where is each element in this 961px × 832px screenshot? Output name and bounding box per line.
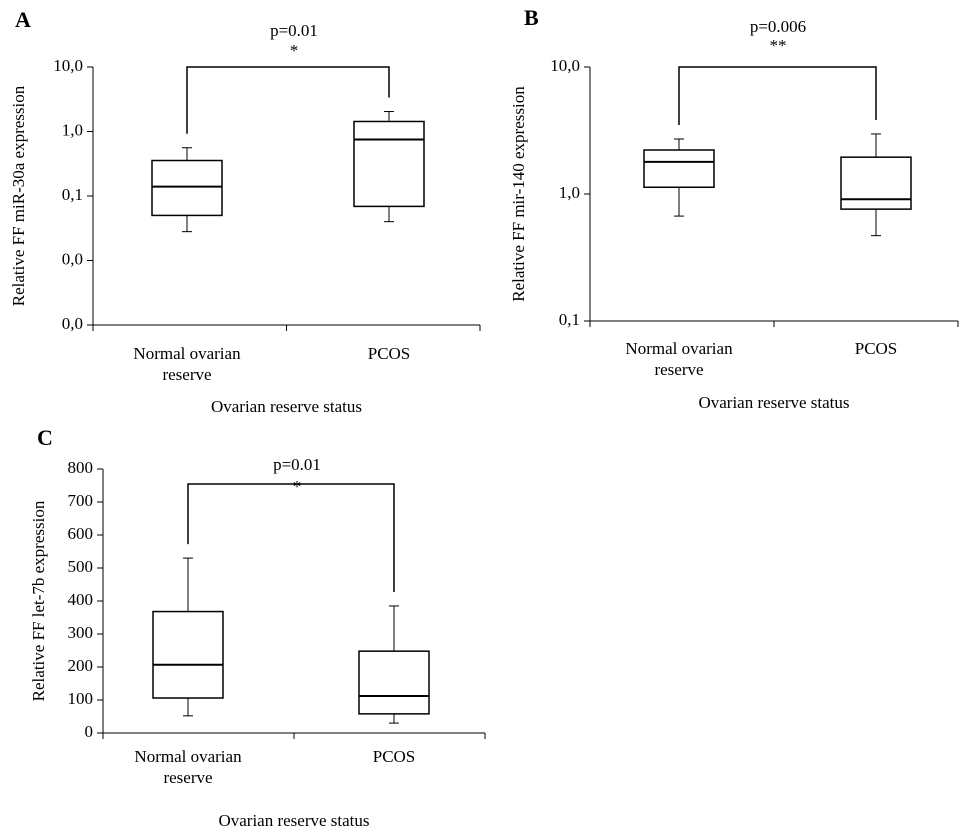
significance: * bbox=[290, 41, 299, 60]
x-axis-label: Ovarian reserve status bbox=[698, 393, 849, 412]
y-tick-label: 600 bbox=[68, 524, 94, 543]
panel-label: C bbox=[37, 425, 53, 450]
y-tick-label: 10,0 bbox=[53, 56, 83, 75]
y-tick-label: 400 bbox=[68, 590, 94, 609]
box bbox=[643, 149, 715, 189]
x-tick-label: PCOS bbox=[367, 344, 411, 363]
y-axis-label: Relative FF mir-140 expression bbox=[509, 86, 528, 302]
y-tick-label: 700 bbox=[68, 491, 94, 510]
significance: * bbox=[293, 477, 302, 496]
box bbox=[151, 159, 223, 217]
y-tick-label: 0,0 bbox=[62, 249, 83, 268]
x-tick-label-box: PCOS bbox=[372, 747, 416, 766]
y-tick-label: 1,0 bbox=[559, 183, 580, 202]
x-tick-label: Normal ovarian reserve bbox=[133, 344, 241, 384]
x-tick-label: Normal ovarian reserve bbox=[625, 339, 733, 379]
significance-bracket bbox=[187, 483, 395, 592]
y-tick-label: 10,0 bbox=[550, 56, 580, 75]
x-tick-label-box: Normal ovarian reserve bbox=[133, 344, 241, 384]
x-tick-label: PCOS bbox=[854, 339, 898, 358]
x-axis-label: Ovarian reserve status bbox=[218, 811, 369, 830]
y-tick-label: 800 bbox=[68, 458, 94, 477]
y-tick-label: 0 bbox=[85, 722, 94, 741]
y-tick-label: 300 bbox=[68, 623, 94, 642]
y-tick-label: 0,1 bbox=[559, 310, 580, 329]
x-tick-label-box: Normal ovarian reserve bbox=[134, 747, 242, 787]
box bbox=[358, 650, 430, 715]
y-tick-label: 100 bbox=[68, 689, 94, 708]
significance: ** bbox=[770, 36, 787, 55]
panel-label: B bbox=[524, 5, 539, 30]
annotation: p=0.01 bbox=[273, 455, 321, 474]
x-tick-label: PCOS bbox=[372, 747, 416, 766]
x-tick-label-box: PCOS bbox=[367, 344, 411, 363]
y-tick-label: 200 bbox=[68, 656, 94, 675]
y-tick-label: 500 bbox=[68, 557, 94, 576]
y-axis-label: Relative FF miR-30a expression bbox=[9, 85, 28, 306]
annotation: p=0.006 bbox=[750, 17, 806, 36]
x-axis-label: Ovarian reserve status bbox=[211, 397, 362, 416]
significance-bracket bbox=[186, 66, 390, 134]
panel-label: A bbox=[15, 7, 31, 32]
box bbox=[840, 156, 912, 210]
y-tick-label: 0,1 bbox=[62, 185, 83, 204]
x-tick-label-box: PCOS bbox=[854, 339, 898, 358]
y-tick-label: 0,0 bbox=[62, 314, 83, 333]
significance-bracket bbox=[678, 66, 877, 126]
box bbox=[353, 120, 425, 208]
y-tick-label: 1,0 bbox=[62, 120, 83, 139]
y-axis-label: Relative FF let-7b expression bbox=[29, 500, 48, 701]
annotation: p=0.01 bbox=[270, 21, 318, 40]
x-tick-label: Normal ovarian reserve bbox=[134, 747, 242, 787]
box bbox=[152, 610, 224, 699]
x-tick-label-box: Normal ovarian reserve bbox=[625, 339, 733, 379]
